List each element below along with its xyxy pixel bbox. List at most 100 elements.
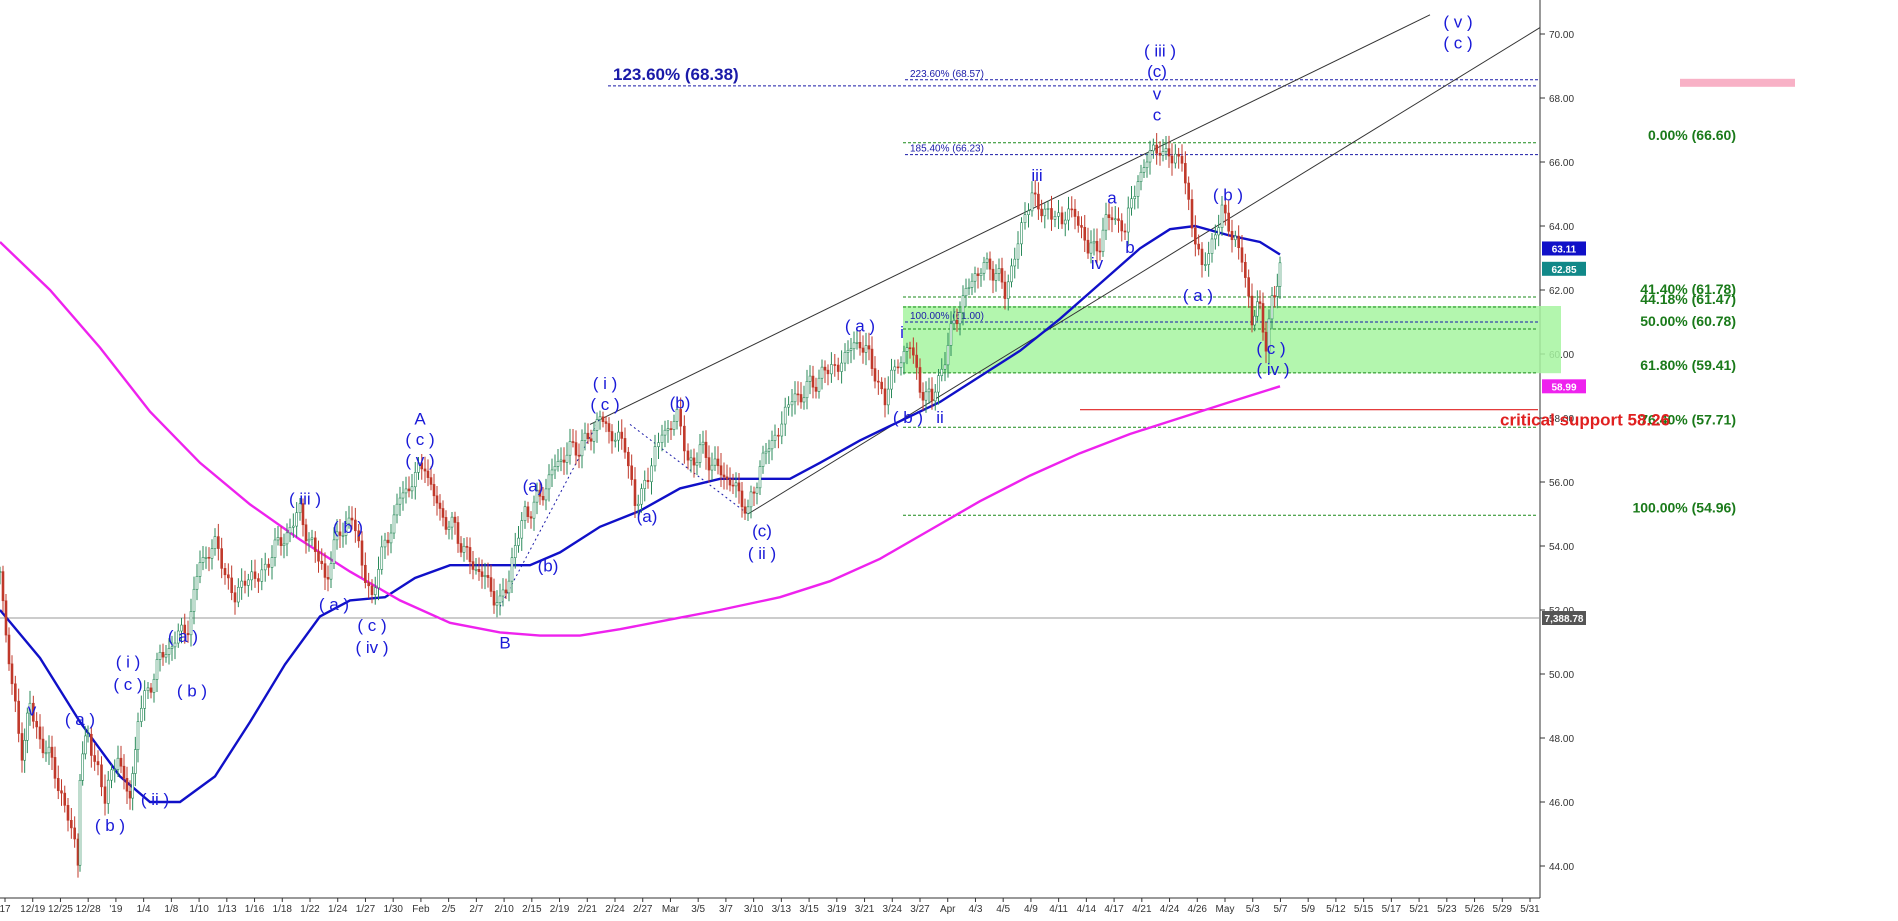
x-tick-label: 5/15 xyxy=(1354,904,1374,915)
candle-body xyxy=(73,827,76,840)
moving-average-blue xyxy=(0,224,1281,804)
price-tag-box xyxy=(1542,261,1586,276)
candle-body xyxy=(820,366,824,379)
candle-body xyxy=(360,540,364,566)
candle-body xyxy=(326,577,330,580)
candle-body xyxy=(1076,216,1080,226)
candle-body xyxy=(833,364,837,366)
candle-body xyxy=(492,591,496,606)
candle-body xyxy=(474,569,478,571)
candle-body xyxy=(1204,264,1207,266)
candle-body xyxy=(253,571,257,579)
candle-body xyxy=(1046,208,1050,210)
candle-body xyxy=(1237,235,1240,249)
candle-body xyxy=(780,423,784,437)
wave-label: i xyxy=(900,323,904,342)
candle-body xyxy=(643,479,647,489)
candle-body xyxy=(513,545,517,558)
candle-body xyxy=(106,779,110,804)
wave-label: (a) xyxy=(637,507,658,526)
candle-body xyxy=(279,537,283,546)
price-tag-box xyxy=(1542,241,1586,256)
candle-body xyxy=(1250,295,1254,326)
candle-body xyxy=(1210,238,1214,254)
x-tick-label: 1/30 xyxy=(383,904,403,915)
candle-body xyxy=(186,633,190,636)
candle-body xyxy=(607,423,611,432)
candle-body xyxy=(423,468,427,472)
x-tick-label: 1/8 xyxy=(164,904,178,915)
candle-body xyxy=(389,532,393,544)
candle-body xyxy=(517,537,520,546)
candle-body xyxy=(526,506,530,517)
candle-body xyxy=(420,462,424,470)
candle-body xyxy=(292,525,295,528)
x-tick-label: 5/9 xyxy=(1301,904,1315,915)
candle-body xyxy=(1247,277,1250,297)
candle-body xyxy=(1230,230,1234,241)
candle-body xyxy=(952,320,956,325)
candle-body xyxy=(1170,155,1174,164)
candle-body xyxy=(1194,227,1197,245)
wave-label: ( c ) xyxy=(1256,339,1285,358)
candle-body xyxy=(1267,318,1271,352)
candle-body xyxy=(547,474,551,490)
candle-body xyxy=(541,495,545,501)
candle-body xyxy=(737,482,741,492)
price-candles xyxy=(0,133,1282,878)
candle-body xyxy=(740,490,744,508)
wave-label: ( iii ) xyxy=(289,489,321,508)
candle-body xyxy=(924,391,928,401)
wave-label: ( c ) xyxy=(590,395,619,414)
candle-body xyxy=(1050,208,1053,220)
candle-body xyxy=(480,571,484,577)
wave-label: iv xyxy=(1091,254,1104,273)
candle-body xyxy=(646,479,650,483)
x-tick-label: 3/24 xyxy=(883,904,903,915)
candle-body xyxy=(260,569,264,582)
wave-label: ( iv ) xyxy=(1256,360,1289,379)
candle-body xyxy=(1174,153,1177,164)
candle-body xyxy=(1220,204,1224,228)
candle-body xyxy=(413,472,417,488)
projection-level-label: 100.00% (61.00) xyxy=(910,311,984,322)
candle-body xyxy=(790,401,794,406)
candle-body xyxy=(849,348,853,351)
candle-body xyxy=(78,780,82,866)
x-tick-label: 2/15 xyxy=(522,904,542,915)
y-tick-label: 68.00 xyxy=(1549,94,1574,105)
candle-body xyxy=(577,454,581,457)
candle-body xyxy=(477,569,481,573)
candle-body xyxy=(722,474,726,478)
candle-body xyxy=(17,700,20,734)
candle-body xyxy=(958,312,962,325)
candle-body xyxy=(501,589,505,597)
candle-body xyxy=(617,431,620,441)
wave-label: (c) xyxy=(752,521,772,540)
candle-body xyxy=(304,524,308,542)
candle-body xyxy=(556,461,560,467)
candle-body xyxy=(152,679,156,693)
candle-body xyxy=(377,569,380,589)
candle-body xyxy=(462,545,466,553)
candle-body xyxy=(997,268,1001,274)
wave-label: ( a ) xyxy=(319,595,349,614)
candle-body xyxy=(301,503,305,526)
fib-level-label: 0.00% (66.60) xyxy=(1648,127,1736,143)
candle-body xyxy=(367,582,370,587)
candle-body xyxy=(189,611,193,636)
candle-body xyxy=(653,446,657,467)
x-tick-label: 5/3 xyxy=(1246,904,1260,915)
candle-body xyxy=(1089,242,1093,254)
candle-body xyxy=(1264,331,1268,352)
candle-body xyxy=(683,425,686,452)
candle-body xyxy=(217,536,220,549)
candle-body xyxy=(395,503,399,516)
candle-body xyxy=(799,394,803,403)
candle-body xyxy=(562,459,566,463)
wave-label: ( a ) xyxy=(1183,286,1213,305)
x-tick-label: 2/7 xyxy=(469,904,483,915)
candle-body xyxy=(14,683,17,702)
x-tick-label: 5/12 xyxy=(1326,904,1346,915)
candle-body xyxy=(620,431,624,439)
